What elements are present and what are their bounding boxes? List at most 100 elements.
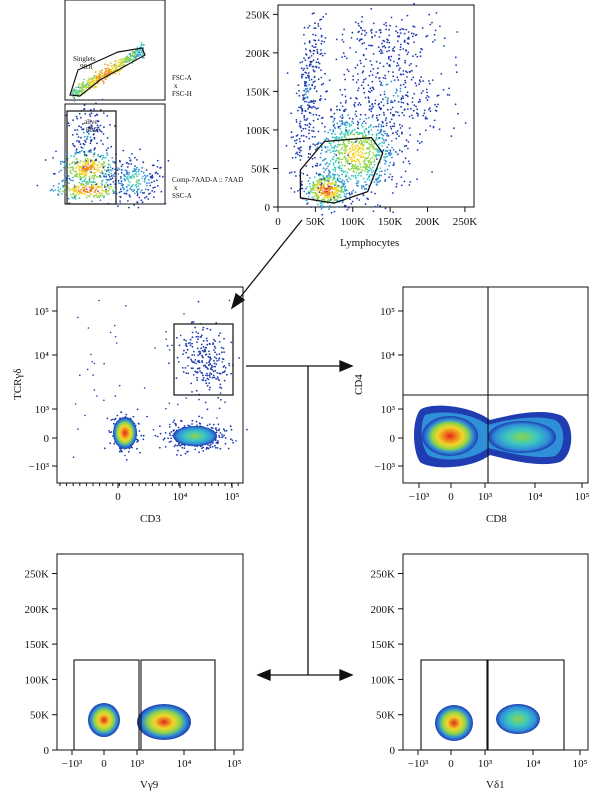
singlets-dot: [72, 88, 75, 91]
alive-dot: [87, 182, 90, 185]
cd3-tcr-dot: [215, 441, 218, 444]
lymphocytes-dot: [329, 185, 332, 188]
singlets-dot: [96, 86, 98, 88]
cd3-tcr-dot: [198, 451, 201, 454]
alive-dot: [139, 183, 142, 185]
lymphocytes-dot: [343, 55, 346, 58]
alive-dot: [70, 166, 73, 169]
lymphocytes-dot: [426, 34, 429, 37]
cd3-tcr-dot: [194, 359, 197, 361]
lymphocytes-dot: [337, 195, 340, 198]
lymphocytes-dot: [370, 163, 373, 166]
lymphocytes-dot: [370, 32, 373, 34]
lymphocytes-dot: [309, 87, 312, 90]
lymphocytes-dot: [363, 65, 365, 68]
lymphocytes-dot: [348, 169, 351, 171]
alive-dot: [72, 176, 74, 179]
lymphocytes-dot: [370, 144, 373, 146]
cd3-tcr-dot: [193, 361, 195, 363]
alive-dot: [96, 166, 99, 169]
cd3-tcr-dot: [183, 444, 186, 447]
lymphocytes-dot: [431, 21, 433, 24]
cd3-tcr-dot: [91, 360, 93, 363]
lymphocytes-dot: [368, 101, 371, 104]
alive-dot: [144, 176, 147, 178]
alive-dot: [87, 126, 90, 129]
lymphocytes-dot: [389, 121, 391, 123]
lymphocytes-dot: [303, 190, 306, 193]
lymphocytes-dot: [320, 178, 323, 181]
lymphocytes-dot: [340, 161, 343, 164]
lymphocytes-dot: [384, 178, 387, 181]
lymphocytes-dot: [376, 150, 379, 153]
alive-dot: [105, 173, 107, 176]
lymphocytes-dot: [357, 149, 359, 152]
lymphocytes-dot: [363, 188, 366, 191]
lymphocytes-dot: [303, 100, 306, 103]
alive-dot: [149, 192, 151, 195]
lymphocytes-dot: [359, 59, 362, 62]
alive-dot: [96, 128, 98, 131]
lymphocytes-dot: [315, 185, 318, 188]
alive-dot: [75, 167, 78, 169]
lymphocytes-dot: [378, 174, 381, 177]
singlets-dot: [104, 74, 106, 76]
lymphocytes-dot: [313, 12, 315, 15]
lymphocytes-dot: [317, 203, 319, 206]
singlets-dot: [93, 86, 95, 89]
lymphocytes-dot: [359, 103, 362, 106]
singlets-dot: [82, 85, 85, 87]
lymphocytes-dot: [308, 182, 311, 185]
alive-dot: [137, 182, 140, 185]
alive-dot: [133, 192, 136, 195]
lymphocytes-dot: [381, 138, 384, 140]
lymphocytes-dot: [431, 79, 434, 81]
alive-dot: [87, 159, 90, 162]
lymphocytes-dot: [349, 147, 352, 150]
alive-dot: [90, 164, 92, 167]
lymphocytes-dot: [395, 111, 397, 113]
alive-dot: [93, 108, 95, 111]
lymphocytes-dot: [407, 51, 410, 54]
lymphocytes-dot: [402, 70, 405, 72]
lymphocytes-dot: [384, 169, 386, 172]
lymphocytes-dot: [375, 153, 378, 156]
cd3-tcr-dot: [223, 351, 226, 353]
lymphocytes-dot: [343, 73, 346, 76]
alive-dot: [101, 186, 103, 189]
cd3-tcr-dot: [205, 446, 208, 449]
lymphocytes-dot: [372, 114, 374, 117]
cd3-tcr-dot: [209, 386, 211, 389]
cd3-tcr-dot: [208, 361, 211, 364]
alive-dot: [109, 178, 112, 181]
lymphocytes-dot: [341, 105, 344, 108]
lymphocytes-dot: [315, 188, 317, 190]
cd3-tcr-dot: [84, 414, 86, 417]
lymphocytes-dot: [325, 137, 328, 140]
alive-dot: [113, 175, 116, 178]
lymphocytes-dot: [320, 83, 323, 86]
lymphocytes-dot: [320, 98, 322, 100]
lymphocytes-dot: [297, 147, 300, 150]
cd3-tcr-dot: [120, 450, 123, 453]
lymphocytes-dot: [395, 151, 397, 154]
alive-dot: [91, 125, 93, 127]
alive-dot: [89, 113, 91, 116]
lymphocytes-dot: [404, 79, 406, 82]
lymphocytes-dot: [368, 160, 370, 163]
singlets-dot: [129, 59, 132, 61]
alive-dot: [83, 190, 86, 192]
lymphocytes-dot: [325, 90, 327, 93]
lymphocytes-dot: [339, 127, 341, 130]
lymphocytes-dot: [439, 25, 441, 28]
lymphocytes-dot: [347, 176, 350, 179]
alive-dot: [74, 198, 77, 200]
singlets-dot: [138, 51, 141, 53]
lymphocytes-dot: [336, 157, 338, 160]
lymphocytes-dot: [383, 156, 385, 159]
lymphocytes-dot: [381, 120, 384, 123]
alive-dot: [119, 176, 122, 178]
lymphocytes-dot: [406, 71, 408, 74]
lymphocytes-dot: [369, 161, 372, 163]
